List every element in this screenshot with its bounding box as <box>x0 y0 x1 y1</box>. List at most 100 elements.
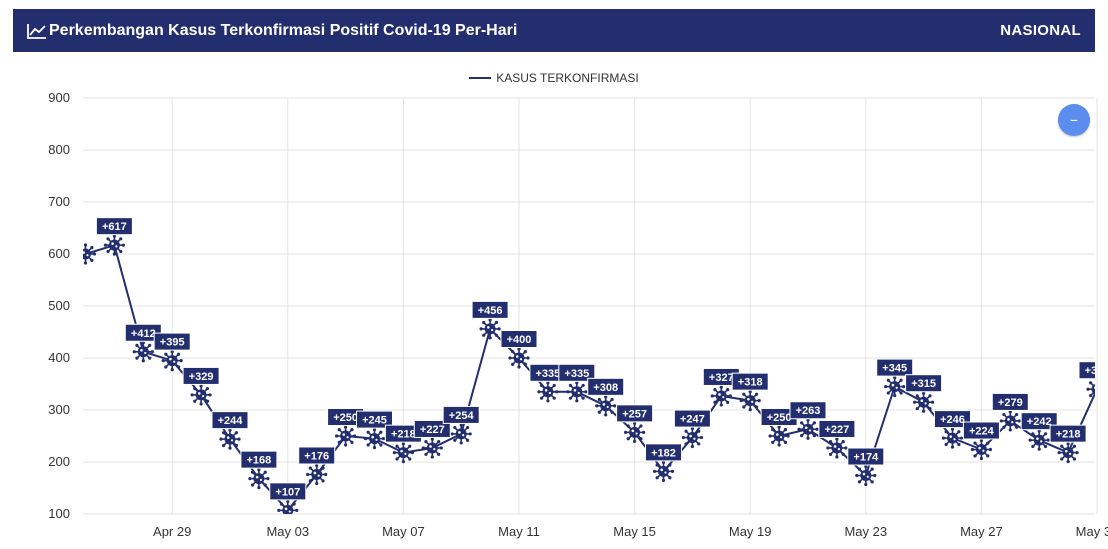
data-label: +617 <box>102 221 127 233</box>
data-label: +329 <box>189 371 214 383</box>
data-label: +227 <box>825 424 850 436</box>
data-label-box <box>962 421 1000 440</box>
chart-legend[interactable]: KASUS TERKONFIRMASI <box>0 71 1108 85</box>
x-tick-label: May 11 <box>498 524 540 539</box>
data-label-box <box>645 443 682 462</box>
zoom-out-button[interactable]: – <box>1058 104 1090 136</box>
data-label-box <box>1020 412 1058 431</box>
virus-icon[interactable] <box>595 395 617 417</box>
data-label-box <box>500 330 538 348</box>
data-label-box <box>471 300 509 319</box>
data-label-box <box>298 446 336 465</box>
data-label-box <box>731 372 769 391</box>
data-label-box <box>240 450 278 469</box>
virus-icon[interactable] <box>884 376 906 398</box>
virus-icon[interactable] <box>913 391 935 413</box>
virus-icon[interactable] <box>132 341 154 363</box>
data-label: +176 <box>304 450 329 462</box>
virus-icon[interactable] <box>1086 379 1107 400</box>
data-label-box <box>153 332 191 351</box>
data-label: +168 <box>247 455 272 467</box>
virus-icon[interactable] <box>768 425 790 447</box>
virus-icon[interactable] <box>103 234 125 256</box>
virus-icon[interactable] <box>508 347 530 369</box>
virus-icon[interactable] <box>624 421 646 443</box>
virus-icon[interactable] <box>190 384 212 406</box>
virus-icon[interactable] <box>392 442 414 464</box>
x-tick-label: May 19 <box>729 524 772 539</box>
data-label: +247 <box>680 414 705 426</box>
virus-icon[interactable] <box>421 437 443 459</box>
virus-icon[interactable] <box>999 410 1021 432</box>
y-tick-label: 300 <box>48 402 70 417</box>
x-tick-label: Apr 29 <box>153 524 191 539</box>
virus-icon[interactable] <box>710 385 732 407</box>
data-label: +174 <box>853 452 879 464</box>
virus-icon[interactable] <box>479 318 501 340</box>
virus-icon[interactable] <box>652 460 675 482</box>
x-tick-label: May 15 <box>613 524 656 539</box>
virus-icon[interactable] <box>219 428 241 450</box>
virus-icon[interactable] <box>306 463 328 486</box>
virus-icon[interactable] <box>681 426 704 449</box>
data-label-box <box>558 363 596 382</box>
data-label-box <box>616 404 654 423</box>
virus-icon[interactable] <box>739 390 761 412</box>
y-tick-label: 600 <box>48 246 70 261</box>
y-tick-label: 800 <box>48 142 70 157</box>
data-label-box <box>182 366 220 385</box>
data-label-box <box>413 419 451 438</box>
data-label-box <box>1049 424 1087 443</box>
data-label: +250 <box>333 412 358 424</box>
header-left: Perkembangan Kasus Terkonfirmasi Positif… <box>27 22 517 40</box>
virus-icon[interactable] <box>1028 429 1050 451</box>
data-label: +244 <box>218 415 244 427</box>
virus-icon[interactable] <box>450 423 472 445</box>
data-label-box <box>442 405 480 424</box>
data-label: +456 <box>478 305 503 317</box>
y-tick-label: 500 <box>48 298 70 313</box>
data-label-box <box>991 392 1029 411</box>
y-tick-label: 700 <box>48 194 70 209</box>
virus-icon[interactable] <box>537 381 559 403</box>
data-label-box <box>818 419 856 438</box>
virus-icon[interactable] <box>941 427 964 449</box>
data-label: +245 <box>362 415 387 427</box>
virus-icon[interactable] <box>1057 442 1079 464</box>
virus-icon[interactable] <box>855 464 877 487</box>
legend-swatch <box>469 77 492 79</box>
virus-icon[interactable] <box>797 418 819 440</box>
data-label-box <box>211 411 249 430</box>
data-label: +107 <box>275 486 300 498</box>
virus-icon[interactable] <box>826 437 848 459</box>
x-tick-label: May 27 <box>960 524 1003 539</box>
virus-icon[interactable] <box>75 243 97 265</box>
data-label: +218 <box>391 429 416 441</box>
y-tick-label: 900 <box>48 90 70 105</box>
virus-icon[interactable] <box>248 468 270 490</box>
data-label-box <box>789 401 827 420</box>
y-tick-label: 100 <box>48 506 70 521</box>
data-label: +327 <box>709 372 734 384</box>
data-label-box <box>876 358 914 377</box>
virus-icon[interactable] <box>161 350 183 372</box>
data-label: +227 <box>420 424 445 436</box>
y-tick-label: 200 <box>48 454 70 469</box>
virus-icon[interactable] <box>335 425 357 447</box>
data-label: +257 <box>622 408 647 420</box>
data-label: +182 <box>651 447 676 459</box>
data-label-box <box>847 447 885 466</box>
data-label: +246 <box>940 414 965 426</box>
data-label: +340 <box>1085 365 1108 377</box>
virus-icon[interactable] <box>566 381 588 403</box>
data-label: +254 <box>449 410 475 422</box>
virus-icon[interactable] <box>277 499 299 521</box>
virus-icon[interactable] <box>363 428 386 450</box>
data-label: +315 <box>911 378 936 390</box>
virus-icon[interactable] <box>970 438 993 461</box>
legend-label: KASUS TERKONFIRMASI <box>496 71 639 85</box>
data-label: +263 <box>796 405 821 417</box>
line-chart-icon <box>27 23 47 39</box>
data-label: +224 <box>969 426 995 438</box>
